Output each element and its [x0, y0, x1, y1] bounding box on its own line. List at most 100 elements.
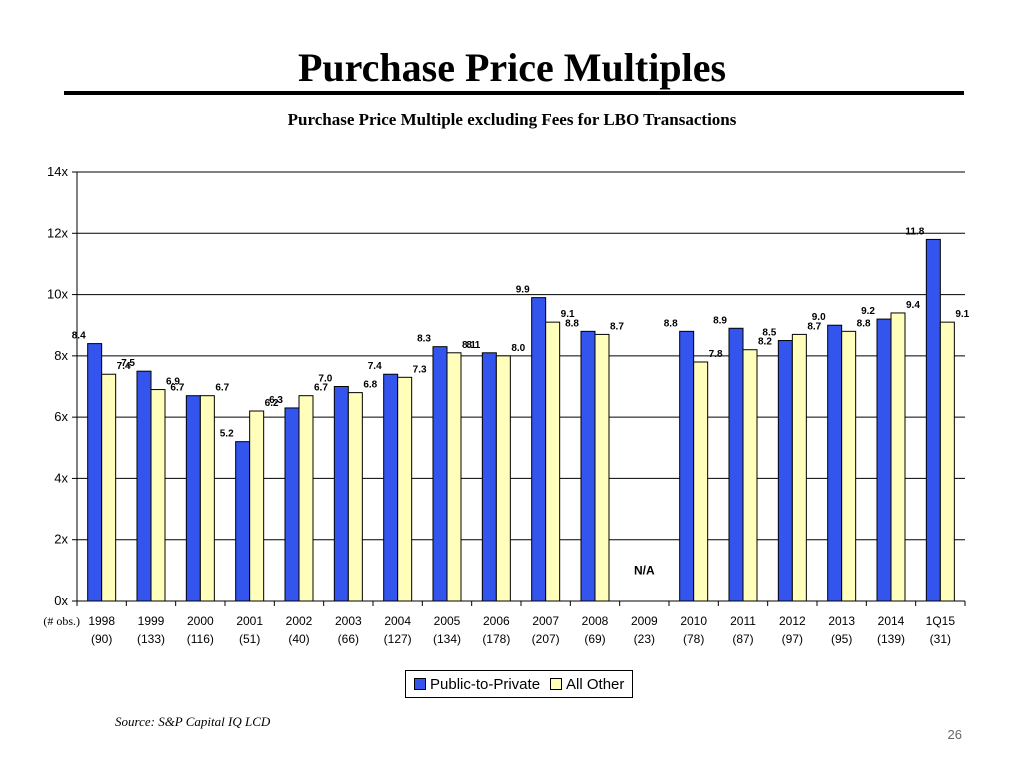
legend-label: All Other: [566, 675, 625, 693]
data-label-all-other: 6.2: [265, 398, 279, 409]
legend-swatch-all-other: [550, 678, 563, 690]
data-label-all-other: 8.1: [462, 340, 476, 351]
chart-title: Purchase Price Multiple excluding Fees f…: [287, 110, 737, 129]
bar-all-other: [298, 395, 314, 602]
y-tick-label: 8x: [54, 348, 68, 363]
x-tick-label: 2000: [187, 614, 214, 628]
data-label-all-other: 9.1: [561, 309, 575, 320]
observation-count-label: (127): [384, 632, 412, 646]
x-tick-label: 2005: [434, 614, 461, 628]
bar-public-to-private: [531, 297, 547, 602]
data-label-public-to-private: 11.8: [905, 226, 924, 237]
data-label-all-other: 9.1: [955, 309, 969, 320]
y-tick-label: 2x: [54, 532, 68, 547]
x-tick-label: 2003: [335, 614, 362, 628]
data-label-all-other: 7.4: [117, 361, 131, 372]
legend-swatch-public-to-private: [414, 678, 426, 690]
data-label-all-other: 6.7: [314, 383, 328, 394]
bar-public-to-private: [87, 343, 103, 602]
observation-count-label: (66): [338, 632, 359, 646]
bar-public-to-private: [136, 370, 152, 602]
bar-all-other: [791, 333, 807, 602]
x-tick-label: 2007: [532, 614, 559, 628]
data-label-all-other: 7.3: [413, 364, 427, 375]
data-label-all-other: 6.7: [215, 383, 229, 394]
bar-public-to-private: [827, 324, 843, 602]
y-tick-label: 6x: [54, 409, 68, 424]
y-tick-label: 14x: [47, 164, 68, 179]
observation-count-label: (95): [831, 632, 852, 646]
bar-all-other: [545, 321, 561, 602]
data-label-public-to-private: 8.4: [72, 331, 86, 342]
bar-all-other: [495, 355, 511, 602]
x-tick-label: 2002: [286, 614, 313, 628]
data-label-all-other: 9.4: [906, 300, 920, 311]
bar-all-other: [890, 312, 906, 602]
data-label-public-to-private: 9.2: [861, 306, 875, 317]
bar-all-other: [249, 410, 265, 602]
data-label-public-to-private: 7.4: [368, 361, 382, 372]
bar-all-other: [939, 321, 955, 602]
observation-count-label: (87): [732, 632, 753, 646]
legend-label: Public-to-Private: [430, 675, 541, 693]
bar-all-other: [742, 349, 758, 602]
bar-public-to-private: [284, 407, 300, 602]
observation-count-label: (23): [634, 632, 655, 646]
bar-public-to-private: [185, 395, 201, 602]
page-title: Purchase Price Multiples: [297, 45, 727, 90]
bar-public-to-private: [481, 352, 497, 602]
source-note: Source: S&P Capital IQ LCD: [115, 714, 271, 729]
data-label-all-other: 7.8: [709, 349, 723, 360]
data-label-all-other: 8.8: [857, 318, 871, 329]
x-tick-label: 2012: [779, 614, 806, 628]
bar-all-other: [594, 333, 610, 602]
observation-count-label: (178): [482, 632, 510, 646]
x-tick-label: 1999: [138, 614, 165, 628]
data-label-public-to-private: 8.8: [565, 318, 579, 329]
data-label-all-other: 6.8: [363, 380, 377, 391]
data-label-public-to-private: 7.0: [318, 374, 332, 385]
x-tick-label: 2009: [631, 614, 658, 628]
data-label-public-to-private: 8.9: [713, 315, 727, 326]
data-label-all-other: 8.2: [758, 337, 772, 348]
legend-item-public-to-private: Public-to-Private: [414, 676, 540, 693]
title-divider: [64, 91, 964, 95]
data-label-public-to-private: 8.8: [664, 318, 678, 329]
data-label-all-other: 8.7: [807, 321, 821, 332]
x-tick-label: 2001: [236, 614, 263, 628]
data-label-all-other: 8.0: [511, 343, 525, 354]
data-label-all-other: 8.7: [610, 321, 624, 332]
bar-all-other: [841, 330, 857, 602]
y-tick-label: 10x: [47, 287, 68, 302]
data-label-public-to-private: 6.7: [170, 383, 184, 394]
observation-count-label: (116): [187, 632, 214, 646]
data-label-public-to-private: 8.5: [762, 328, 776, 339]
observation-count-label: (133): [137, 632, 165, 646]
bar-all-other: [199, 395, 215, 602]
observation-count-label: (97): [782, 632, 803, 646]
bar-all-other: [101, 373, 117, 602]
x-tick-label: 2014: [878, 614, 905, 628]
x-tick-label: 1998: [88, 614, 115, 628]
bar-public-to-private: [235, 441, 251, 602]
observation-count-label: (90): [91, 632, 112, 646]
na-label: N/A: [634, 563, 655, 577]
y-tick-label: 0x: [54, 593, 68, 608]
data-label-public-to-private: 9.0: [812, 312, 826, 323]
bar-public-to-private: [679, 330, 695, 602]
observation-count-label: (134): [433, 632, 461, 646]
bar-all-other: [347, 392, 363, 602]
bar-public-to-private: [876, 318, 892, 602]
bar-all-other: [693, 361, 709, 602]
x-tick-label: 2010: [680, 614, 707, 628]
x-tick-label: 2011: [730, 614, 756, 628]
x-tick-label: 2013: [828, 614, 855, 628]
observation-count-label: (40): [288, 632, 309, 646]
bar-public-to-private: [925, 238, 941, 602]
data-label-public-to-private: 6.3: [269, 395, 283, 406]
bar-all-other: [446, 352, 462, 602]
x-tick-label: 2008: [582, 614, 609, 628]
observation-count-header: (# obs.): [43, 614, 80, 628]
bar-public-to-private: [580, 330, 596, 602]
bar-public-to-private: [728, 327, 744, 602]
